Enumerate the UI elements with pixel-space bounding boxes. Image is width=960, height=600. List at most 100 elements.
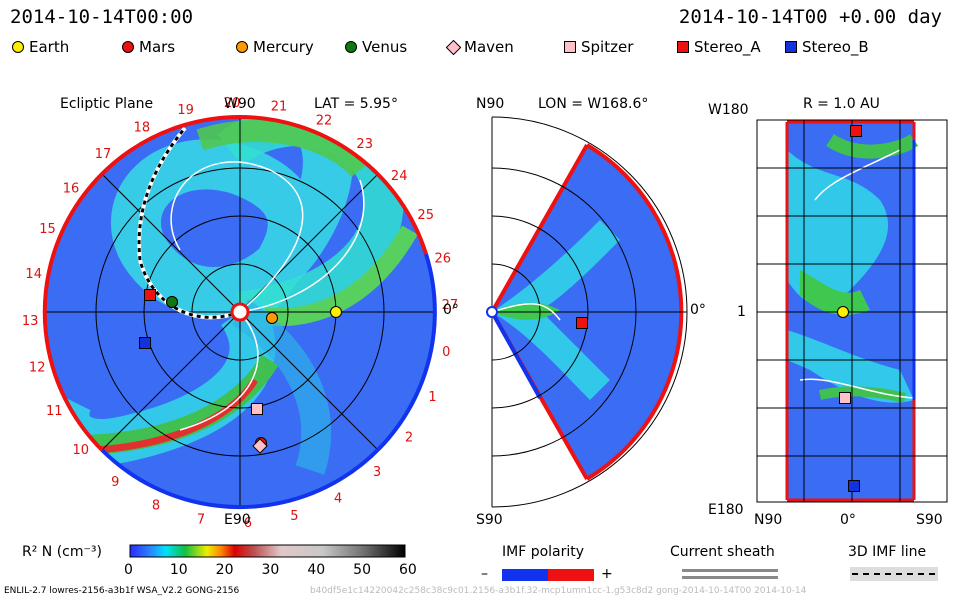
marker-spitzer-radial: [839, 392, 851, 404]
legend-label: Maven: [464, 38, 514, 56]
marker-venus: [166, 296, 178, 308]
earth-circle-icon: [12, 41, 24, 53]
imf-line-label: 3D IMF line: [848, 544, 927, 560]
rotation-label: 5: [290, 509, 298, 524]
marker-spitzer: [251, 403, 263, 415]
rotation-label: 14: [25, 267, 42, 282]
marker-earth-radial: [837, 306, 849, 318]
stereo_b-square-icon: [785, 41, 797, 53]
marker-stereo_a-radial: [850, 125, 862, 137]
radial-bottom-left: E180: [708, 502, 744, 518]
rotation-label: 3: [373, 465, 381, 480]
legend-item-stereo_b: Stereo_B: [785, 38, 869, 56]
ecliptic-bottom-label: E90: [224, 512, 251, 528]
marker-stereo_a-meridional: [576, 317, 588, 329]
legend-item-mars: Mars: [122, 38, 175, 56]
ecliptic-plane-panel: [42, 115, 437, 510]
footer-run-id: b40df5e1c14220042c258c38c9c01.2156-a3b1f…: [310, 586, 807, 596]
legend-item-mercury: Mercury: [236, 38, 314, 56]
legend-item-venus: Venus: [345, 38, 407, 56]
rotation-label: 0: [442, 345, 450, 360]
rotation-label: 19: [177, 103, 194, 118]
rotation-label: 25: [417, 208, 434, 223]
imf-polarity-minus: –: [481, 566, 488, 582]
current-sheath-line-1: [682, 569, 778, 572]
rotation-label: 12: [29, 360, 46, 375]
legend-item-earth: Earth: [12, 38, 69, 56]
rotation-label: 11: [46, 404, 63, 419]
venus-circle-icon: [345, 41, 357, 53]
colorbar-tick: 40: [307, 562, 326, 578]
colorbar-tick: 20: [215, 562, 234, 578]
mercury-circle-icon: [236, 41, 248, 53]
legend-label: Mars: [139, 38, 176, 56]
colorbar-tick: 0: [124, 562, 133, 578]
radial-x-mid: 0°: [840, 512, 856, 528]
rotation-label: 20: [224, 96, 241, 111]
meridional-bottom-label: S90: [476, 512, 503, 528]
datetime-right: 2014-10-14T00 +0.00 day: [678, 6, 942, 28]
colorbar: [129, 544, 406, 558]
rotation-label: 4: [334, 492, 342, 507]
radial-slice-panel: [756, 119, 948, 503]
meridional-lon-label: LON = W168.6°: [538, 96, 649, 112]
radial-top-left: W180: [708, 102, 749, 118]
marker-earth: [330, 306, 342, 318]
colorbar-tick: 10: [169, 562, 188, 578]
rotation-label: 9: [111, 475, 119, 490]
legend-item-spitzer: Spitzer: [564, 38, 633, 56]
rotation-label: 16: [63, 181, 80, 196]
stereo_a-square-icon: [677, 41, 689, 53]
rotation-label: 13: [22, 314, 39, 329]
radial-mid-left: 1: [737, 304, 746, 320]
imf-polarity-label: IMF polarity: [502, 544, 585, 560]
radial-r-label: R = 1.0 AU: [803, 96, 880, 112]
rotation-label: 24: [391, 169, 408, 184]
radial-x-left: N90: [754, 512, 783, 528]
ecliptic-title: Ecliptic Plane: [60, 96, 154, 112]
body-legend: Earth Mars Mercury Venus Maven Spitzer Stereo_…: [12, 38, 952, 58]
rotation-label: 6: [244, 516, 252, 531]
legend-item-stereo_a: Stereo_A: [677, 38, 761, 56]
rotation-label: 8: [152, 499, 160, 514]
rotation-label: 10: [73, 443, 90, 458]
rotation-label: 21: [271, 100, 288, 115]
colorbar-tick: 30: [261, 562, 280, 578]
imf-line-bg: [850, 567, 938, 581]
footer-model-info: ENLIL-2.7 lowres-2156-a3b1f WSA_V2.2 GON…: [4, 586, 240, 596]
colorbar-label: R² N (cm⁻³): [22, 544, 102, 560]
marker-stereo_b: [139, 337, 151, 349]
legend-label: Earth: [29, 38, 70, 56]
rotation-label: 26: [435, 252, 452, 267]
rotation-label: 17: [95, 147, 112, 162]
marker-mercury: [266, 312, 278, 324]
rotation-label: 2: [405, 431, 413, 446]
colorbar-tick: 60: [399, 562, 417, 578]
mars-circle-icon: [122, 41, 134, 53]
legend-label: Venus: [362, 38, 408, 56]
rotation-label: 18: [134, 120, 151, 135]
meridional-right-label: 0°: [690, 302, 706, 318]
legend-label: Mercury: [253, 38, 314, 56]
rotation-label: 15: [39, 222, 56, 237]
current-sheath-line-2: [682, 576, 778, 579]
meridional-plane-panel: [486, 116, 688, 508]
rotation-label: 23: [356, 137, 373, 152]
datetime-left: 2014-10-14T00:00: [10, 6, 194, 28]
colorbar-tick: 50: [353, 562, 371, 578]
marker-stereo_b-radial: [848, 480, 860, 492]
rotation-label: 1: [428, 390, 436, 405]
legend-item-maven: Maven: [445, 38, 514, 56]
ecliptic-lat-label: LAT = 5.95°: [314, 96, 398, 112]
radial-x-right: S90: [916, 512, 943, 528]
marker-maven: [252, 438, 268, 454]
ecliptic-right-label: 0°: [443, 302, 459, 318]
rotation-label: 22: [316, 114, 333, 129]
current-sheath-label: Current sheath: [670, 544, 775, 560]
meridional-top-label: N90: [476, 96, 505, 112]
legend-label: Stereo_B: [802, 38, 869, 56]
imf-polarity-positive: [548, 569, 594, 581]
rotation-label: 7: [197, 512, 205, 527]
legend-label: Spitzer: [581, 38, 634, 56]
